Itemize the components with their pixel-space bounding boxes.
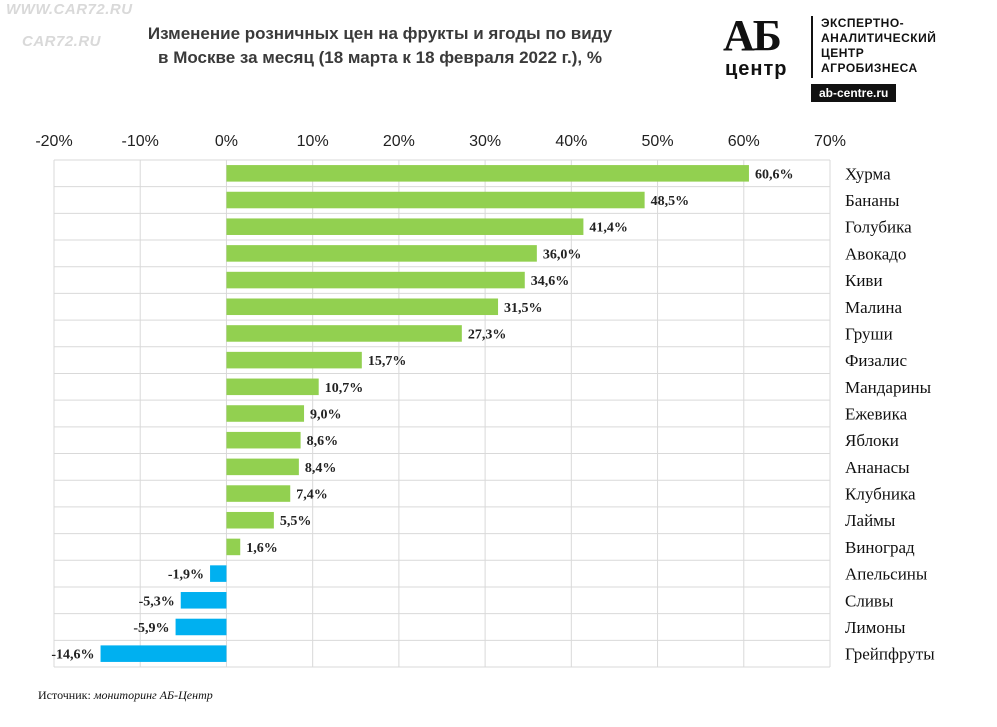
- bar: [226, 298, 499, 316]
- data-label: 27,3%: [468, 327, 507, 342]
- bar: [226, 245, 537, 262]
- bar: [180, 592, 227, 609]
- bar: [226, 325, 462, 342]
- watermark-mid: CAR72.RU: [22, 33, 102, 50]
- bar: [226, 458, 299, 476]
- category-label: Груши: [845, 324, 893, 343]
- bar: [226, 538, 241, 556]
- category-label: Клубника: [845, 485, 916, 504]
- category-label: Бананы: [845, 191, 900, 210]
- data-label: 8,4%: [305, 461, 337, 476]
- bar: [226, 511, 274, 529]
- bar: [226, 378, 319, 396]
- source-note: Источник: мониторинг АБ-Центр: [38, 688, 213, 703]
- bar: [226, 271, 525, 289]
- bar: [226, 165, 749, 182]
- data-label: 8,6%: [307, 434, 339, 449]
- category-label: Яблоки: [845, 431, 899, 450]
- bar: [100, 645, 227, 662]
- data-label: 7,4%: [296, 488, 328, 503]
- category-label: Виноград: [845, 538, 915, 557]
- x-tick-label: 70%: [814, 133, 846, 150]
- data-label: 1,6%: [246, 541, 277, 556]
- data-label: 34,6%: [531, 274, 570, 289]
- logo-text-line3: ЦЕНТР: [821, 46, 865, 60]
- bar: [226, 405, 305, 422]
- logo-text-line1: ЭКСПЕРТНО-: [821, 16, 905, 30]
- x-tick-label: 0%: [215, 133, 238, 150]
- category-label: Грейпфруты: [845, 645, 935, 664]
- bar: [226, 485, 291, 502]
- category-label: Апельсины: [845, 565, 928, 584]
- data-label: 15,7%: [368, 354, 407, 369]
- data-label: 41,4%: [589, 221, 628, 236]
- category-label: Ежевика: [845, 405, 908, 424]
- bar: [175, 618, 227, 636]
- data-label: 48,5%: [651, 194, 690, 209]
- x-tick-label: 40%: [555, 133, 587, 150]
- chart-title: Изменение розничных цен на фрукты и ягод…: [100, 22, 660, 70]
- category-label: Ананасы: [845, 458, 910, 477]
- chart-title-line1: Изменение розничных цен на фрукты и ягод…: [147, 24, 613, 43]
- x-tick-label: 50%: [642, 133, 674, 150]
- x-tick-label: 10%: [297, 133, 329, 150]
- x-tick-label: 20%: [383, 133, 415, 150]
- source-value: мониторинг АБ-Центр: [93, 688, 213, 702]
- watermark-top: WWW.CAR72.RU: [6, 1, 133, 18]
- logo-divider: [811, 16, 813, 78]
- data-label: 31,5%: [504, 301, 543, 316]
- logo-mark: АБ: [723, 11, 782, 60]
- data-label: -14,6%: [51, 648, 94, 663]
- ab-centre-logo: АБ центр ЭКСПЕРТНО- АНАЛИТИЧЕСКИЙ ЦЕНТР …: [723, 14, 978, 104]
- data-label: -5,9%: [133, 621, 169, 636]
- logo-text: ЭКСПЕРТНО- АНАЛИТИЧЕСКИЙ ЦЕНТР АГРОБИЗНЕ…: [821, 16, 936, 76]
- data-label: 60,6%: [755, 167, 794, 182]
- chart-title-line2: в Москве за месяц (18 марта к 18 февраля…: [158, 48, 602, 67]
- data-label: 36,0%: [543, 247, 582, 262]
- logo-text-line4: АГРОБИЗНЕСА: [821, 61, 918, 75]
- category-label: Физалис: [845, 351, 908, 370]
- bar: [226, 191, 645, 209]
- category-label: Хурма: [845, 164, 891, 183]
- category-label: Малина: [845, 298, 902, 317]
- data-label: 10,7%: [325, 381, 364, 396]
- data-label: -5,3%: [139, 594, 175, 609]
- category-label: Мандарины: [845, 378, 932, 397]
- bar: [226, 351, 362, 369]
- logo-site: ab-centre.ru: [811, 84, 897, 102]
- category-label: Сливы: [845, 591, 894, 610]
- source-label: Источник:: [38, 688, 91, 702]
- data-label: 9,0%: [310, 408, 342, 423]
- bar: [226, 431, 301, 449]
- bar: [210, 565, 227, 582]
- x-tick-label: -20%: [35, 133, 72, 150]
- bar: [226, 218, 584, 235]
- category-label: Киви: [845, 271, 883, 290]
- data-label: -1,9%: [168, 568, 204, 583]
- logo-center-word: центр: [725, 58, 788, 80]
- category-label: Лаймы: [845, 511, 896, 530]
- logo-text-line2: АНАЛИТИЧЕСКИЙ: [821, 31, 937, 45]
- data-label: 5,5%: [280, 514, 312, 529]
- x-tick-label: 60%: [728, 133, 760, 150]
- x-tick-label: -10%: [122, 133, 159, 150]
- category-label: Авокадо: [845, 244, 906, 263]
- category-label: Лимоны: [845, 618, 906, 637]
- category-label: Голубика: [845, 218, 912, 237]
- x-tick-label: 30%: [469, 133, 501, 150]
